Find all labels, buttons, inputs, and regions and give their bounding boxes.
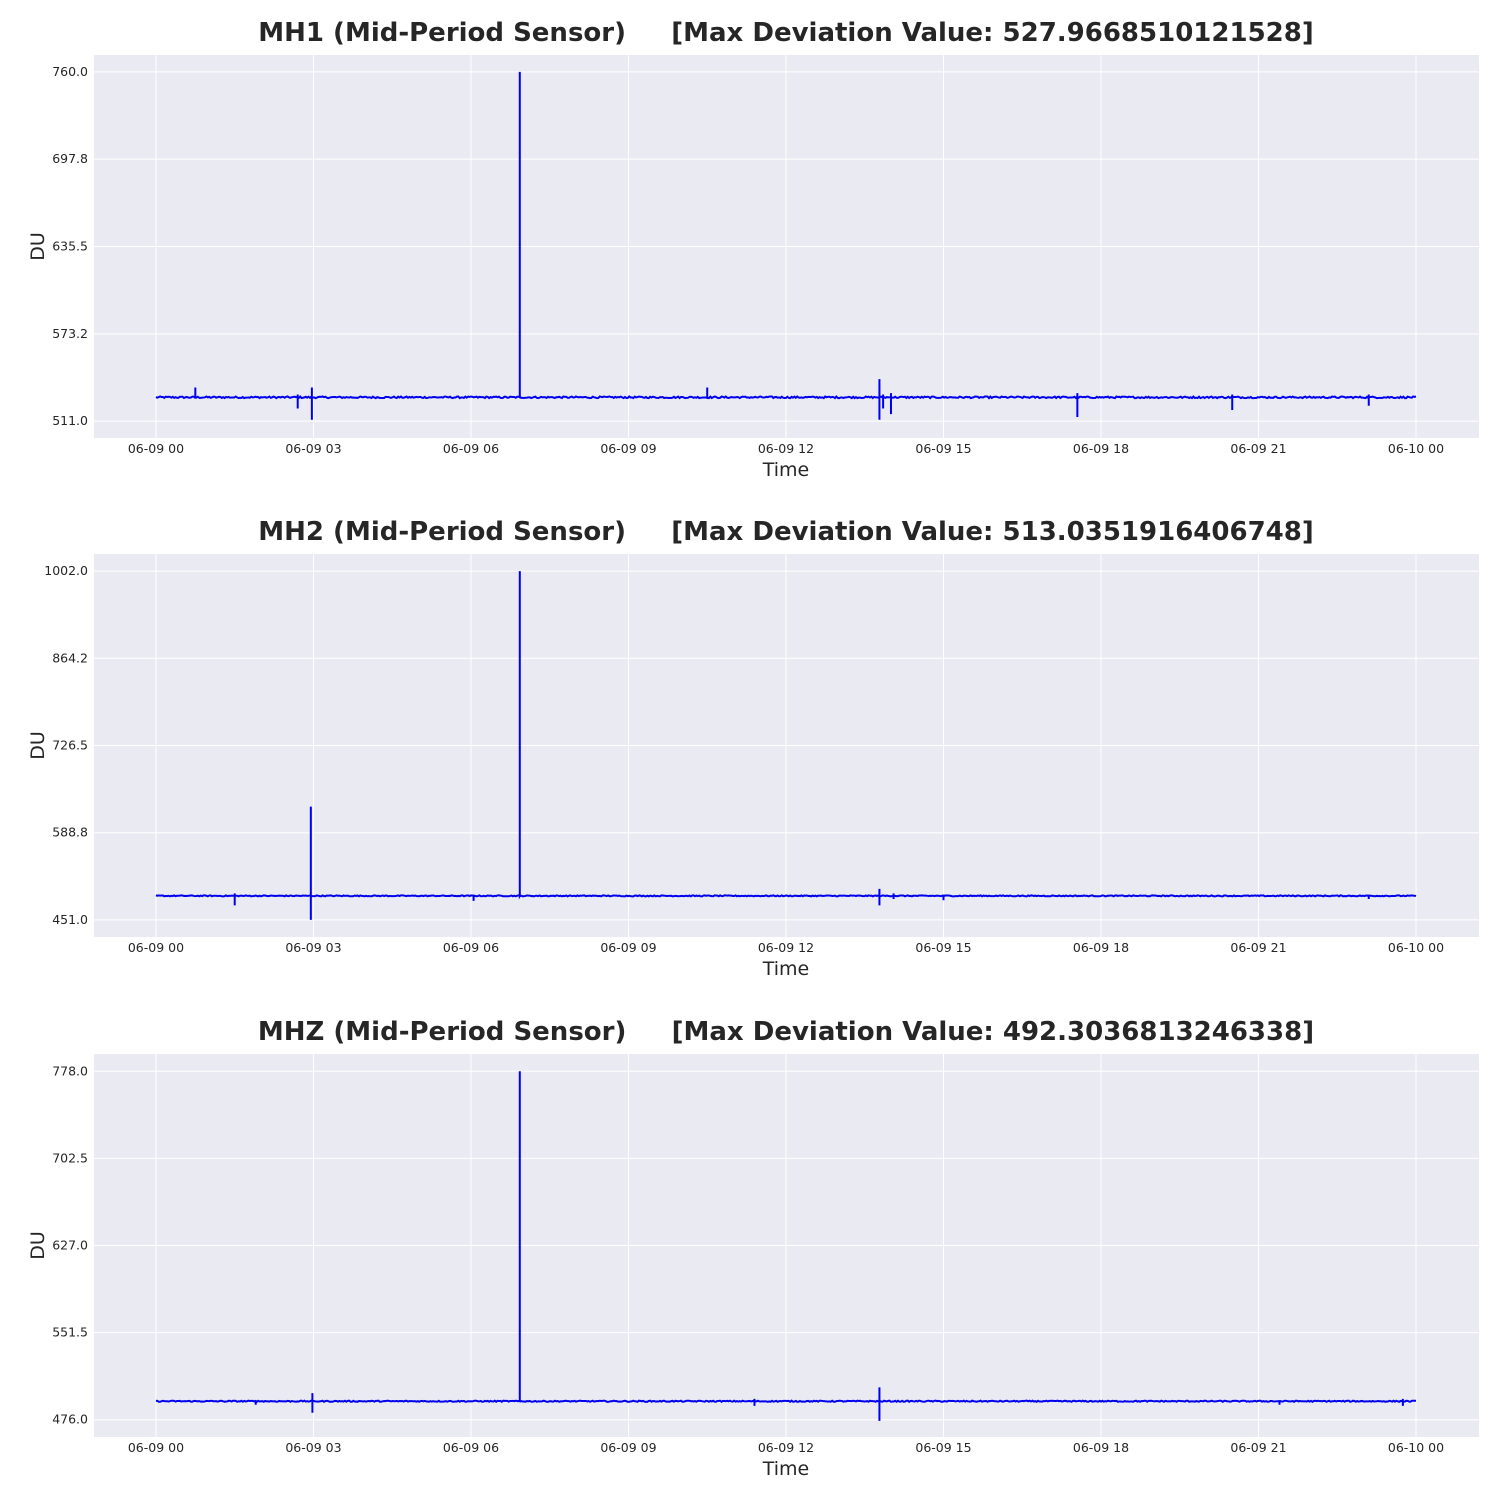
- x-tick-label: 06-09 18: [1073, 1440, 1129, 1455]
- x-tick-label: 06-09 06: [443, 441, 499, 456]
- chart-title: MHZ (Mid-Period Sensor) [Max Deviation V…: [258, 1017, 1314, 1047]
- series-line: [155, 1071, 1417, 1421]
- y-tick-label: 511.0: [52, 413, 88, 428]
- x-tick-label: 06-09 00: [128, 441, 184, 456]
- x-tick-label: 06-09 21: [1230, 441, 1286, 456]
- x-tick-label: 06-09 09: [600, 940, 656, 955]
- y-axis-label: DU: [27, 232, 49, 261]
- y-tick-label: 697.8: [52, 151, 88, 166]
- y-tick-label: 726.5: [52, 738, 88, 753]
- x-tick-label: 06-10 00: [1388, 441, 1444, 456]
- chart-title: MH1 (Mid-Period Sensor) [Max Deviation V…: [258, 18, 1313, 48]
- series-line: [155, 571, 1417, 920]
- x-tick-label: 06-09 09: [600, 1440, 656, 1455]
- x-axis-label: Time: [762, 1458, 810, 1480]
- x-tick-label: 06-09 00: [128, 940, 184, 955]
- x-tick-label: 06-09 18: [1073, 441, 1129, 456]
- x-tick-label: 06-09 18: [1073, 940, 1129, 955]
- y-tick-label: 864.2: [52, 650, 88, 665]
- x-tick-label: 06-09 12: [758, 1440, 814, 1455]
- x-tick-label: 06-09 03: [285, 940, 341, 955]
- x-tick-label: 06-09 06: [443, 1440, 499, 1455]
- chart-panel-2: MH2 (Mid-Period Sensor) [Max Deviation V…: [27, 517, 1479, 980]
- y-axis-label: DU: [27, 731, 49, 760]
- x-tick-label: 06-09 15: [915, 441, 971, 456]
- x-tick-label: 06-09 21: [1230, 1440, 1286, 1455]
- y-tick-label: 778.0: [52, 1063, 88, 1078]
- x-tick-label: 06-09 09: [600, 441, 656, 456]
- x-tick-label: 06-09 06: [443, 940, 499, 955]
- y-tick-label: 1002.0: [44, 563, 88, 578]
- x-tick-label: 06-09 03: [285, 441, 341, 456]
- x-tick-label: 06-10 00: [1388, 1440, 1444, 1455]
- y-tick-label: 573.2: [52, 326, 88, 341]
- x-tick-label: 06-09 12: [758, 940, 814, 955]
- y-tick-label: 760.0: [52, 64, 88, 79]
- series-line: [155, 71, 1417, 420]
- x-tick-label: 06-09 15: [915, 940, 971, 955]
- y-axis-label: DU: [27, 1231, 49, 1260]
- x-tick-label: 06-09 12: [758, 441, 814, 456]
- y-tick-label: 551.5: [52, 1325, 88, 1340]
- x-axis-label: Time: [762, 958, 810, 980]
- x-tick-label: 06-09 15: [915, 1440, 971, 1455]
- y-tick-label: 476.0: [52, 1412, 88, 1427]
- y-tick-label: 588.8: [52, 825, 88, 840]
- x-tick-label: 06-10 00: [1388, 940, 1444, 955]
- y-tick-label: 702.5: [52, 1150, 88, 1165]
- x-axis-label: Time: [762, 459, 810, 481]
- y-tick-label: 635.5: [52, 239, 88, 254]
- chart-panel-3: MHZ (Mid-Period Sensor) [Max Deviation V…: [27, 1017, 1479, 1480]
- x-tick-label: 06-09 21: [1230, 940, 1286, 955]
- x-tick-label: 06-09 03: [285, 1440, 341, 1455]
- chart-title: MH2 (Mid-Period Sensor) [Max Deviation V…: [258, 517, 1313, 547]
- y-tick-label: 451.0: [52, 912, 88, 927]
- y-tick-label: 627.0: [52, 1238, 88, 1253]
- x-tick-label: 06-09 00: [128, 1440, 184, 1455]
- chart-panel-1: MH1 (Mid-Period Sensor) [Max Deviation V…: [27, 18, 1479, 481]
